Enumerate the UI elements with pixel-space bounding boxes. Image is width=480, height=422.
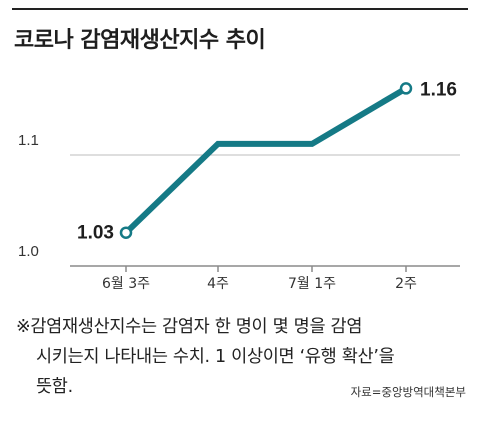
footnote-line-2: 시키는지 나타내는 수치. 1 이상이면 ‘유행 확산’을 bbox=[36, 347, 395, 367]
x-tick-label: 7월 1주 bbox=[288, 276, 336, 292]
x-tick-label: 4주 bbox=[207, 276, 229, 292]
x-tick-label: 2주 bbox=[395, 276, 417, 292]
x-tick-label: 6월 3주 bbox=[102, 276, 150, 292]
line-chart: 1.0 1.1 6월 3주 4주 7월 1주 2주 1.03 1.16 bbox=[18, 79, 460, 292]
top-rule bbox=[12, 8, 468, 10]
data-label: 1.16 bbox=[420, 79, 457, 100]
data-point bbox=[399, 82, 413, 95]
data-label: 1.03 bbox=[77, 223, 114, 244]
footnote-line-1: ※감염재생산지수는 감염자 한 명이 몇 명을 감염 bbox=[16, 317, 363, 337]
series-line bbox=[123, 85, 408, 235]
y-tick-label: 1.0 bbox=[18, 243, 39, 260]
source-label: 자료=중앙방역대책본부 bbox=[350, 385, 466, 399]
footnote-line-3: 뜻함. bbox=[36, 377, 73, 397]
footnote: ※감염재생산지수는 감염자 한 명이 몇 명을 감염 시키는지 나타내는 수치.… bbox=[16, 312, 468, 402]
data-point bbox=[119, 226, 133, 239]
y-tick-label: 1.1 bbox=[18, 132, 39, 149]
chart-title: 코로나 감염재생산지수 추이 bbox=[14, 28, 266, 53]
